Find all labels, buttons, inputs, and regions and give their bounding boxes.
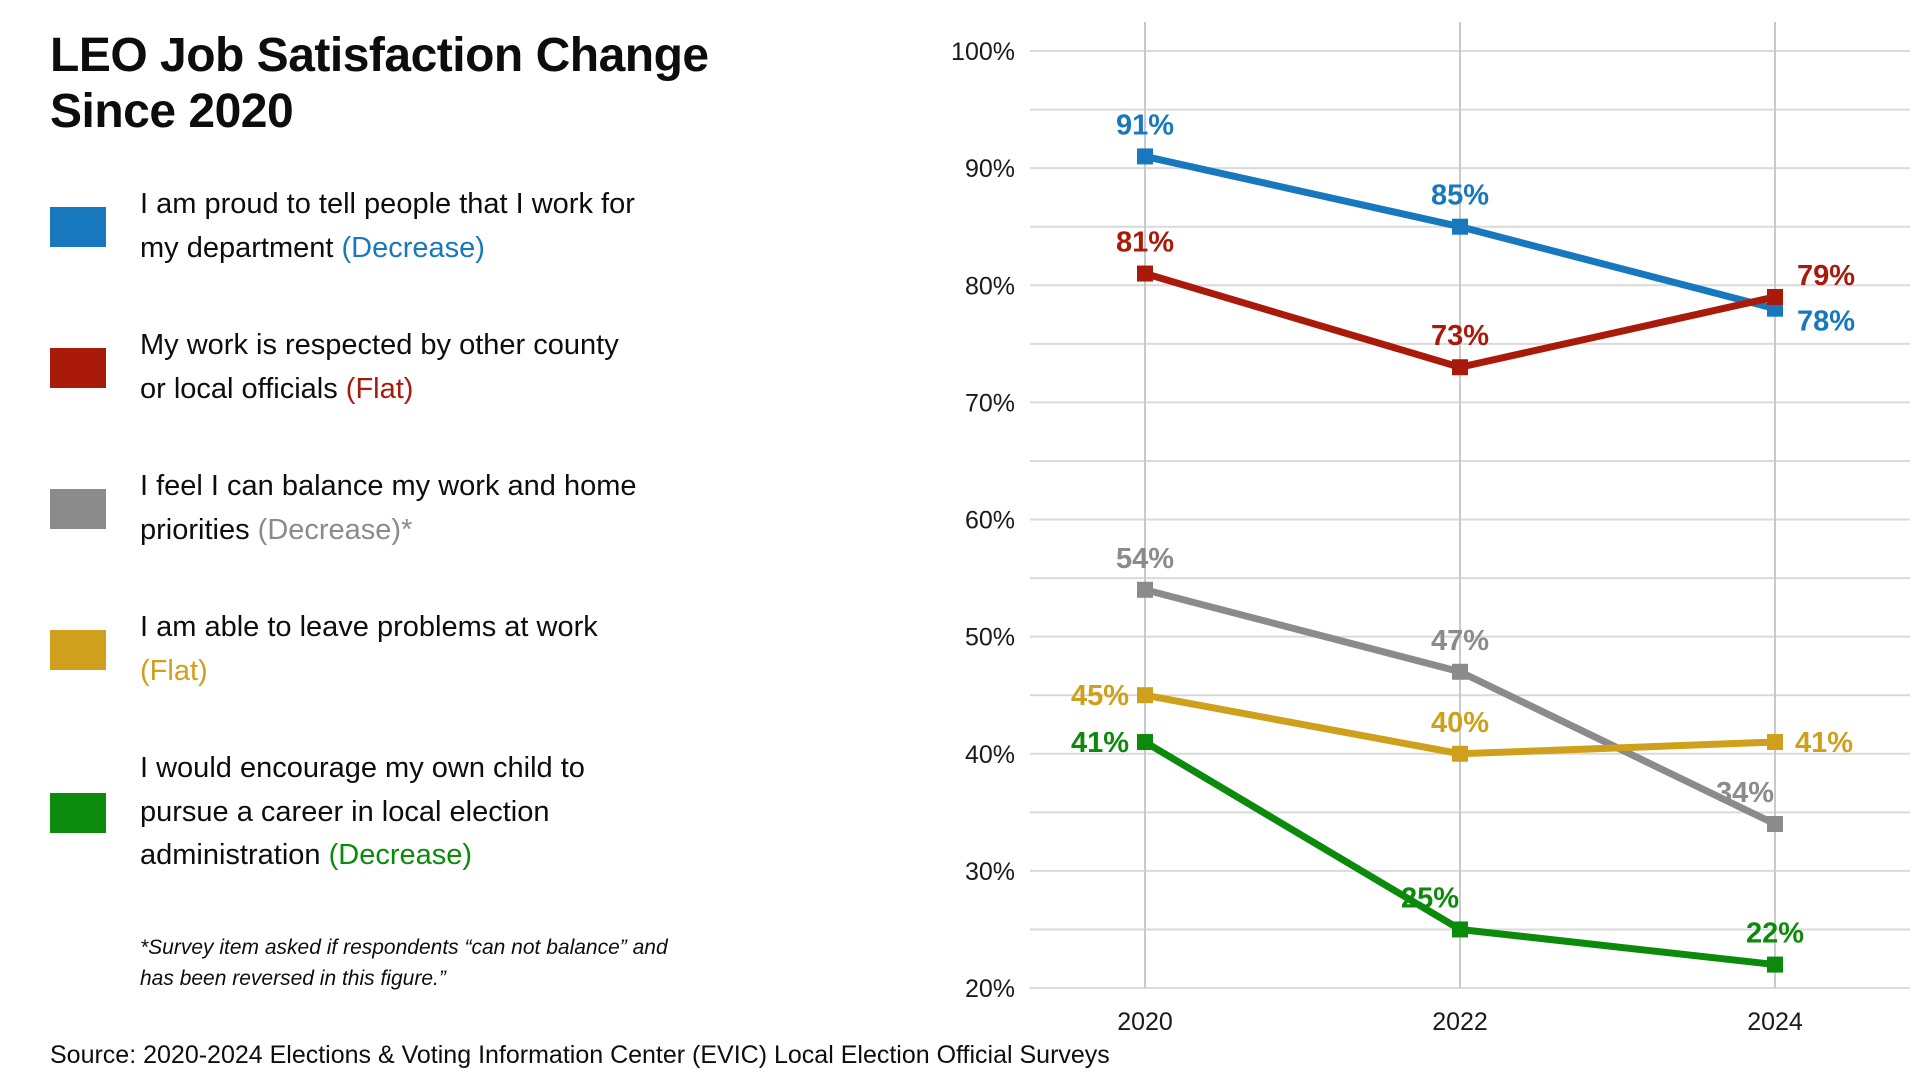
y-axis-tick-label: 80%	[965, 272, 1015, 300]
data-point-label: 22%	[1746, 918, 1804, 950]
legend-swatch-green	[50, 792, 106, 833]
data-point-label: 54%	[1116, 543, 1174, 575]
legend-label-text: My work is respected by other county or l…	[140, 329, 619, 405]
data-point-marker	[1767, 956, 1783, 973]
x-axis-tick-label: 2020	[1117, 1008, 1173, 1036]
page-title: LEO Job Satisfaction Change Since 2020	[50, 29, 709, 138]
data-point-marker	[1767, 816, 1783, 833]
y-axis-tick-label: 60%	[965, 507, 1015, 535]
legend-trend-text: (Decrease)	[328, 839, 473, 872]
x-axis-tick-label: 2024	[1747, 1008, 1803, 1036]
data-point-marker	[1137, 265, 1153, 282]
data-point-label: 81%	[1116, 227, 1174, 259]
data-point-marker	[1137, 734, 1153, 751]
data-point-marker	[1137, 581, 1153, 598]
legend-item-respected: My work is respected by other county or l…	[50, 324, 760, 411]
data-point-label: 91%	[1116, 109, 1174, 141]
legend-label-text: I am able to leave problems at work	[140, 611, 598, 644]
legend-trend-text: (Flat)	[345, 372, 414, 405]
legend-item-label: I feel I can balance my work and home pri…	[140, 465, 636, 552]
data-point-marker	[1452, 663, 1468, 680]
y-axis-tick-label: 50%	[965, 624, 1015, 652]
legend-item-leave-problems: I am able to leave problems at work (Flat…	[50, 606, 760, 693]
satisfaction-line-chart: 100% 90% 80% 70% 60% 50% 40% 30% 20% 2020 2022 2024…	[951, 22, 1910, 1036]
data-point-label: 41%	[1795, 727, 1853, 759]
data-point-marker	[1452, 359, 1468, 376]
y-axis-tick-label: 20%	[965, 975, 1015, 1003]
data-point-marker	[1452, 745, 1468, 762]
data-point-marker	[1767, 734, 1783, 751]
legend-item-balance: I feel I can balance my work and home pri…	[50, 465, 760, 552]
data-point-label: 79%	[1797, 260, 1855, 292]
x-axis-tick-label: 2022	[1432, 1008, 1488, 1036]
legend-item-label: I am proud to tell people that I work fo…	[140, 183, 635, 270]
legend-item-proud: I am proud to tell people that I work fo…	[50, 183, 760, 270]
data-point-marker	[1137, 148, 1153, 165]
legend-label-text: I feel I can balance my work and home pri…	[140, 470, 637, 546]
data-point-label: 25%	[1401, 882, 1459, 914]
data-point-label: 78%	[1797, 306, 1855, 338]
legend-item-label: I would encourage my own child to pursue …	[140, 747, 585, 878]
legend-label-text: I am proud to tell people that I work fo…	[140, 188, 635, 264]
y-axis-tick-label: 30%	[965, 858, 1015, 886]
data-point-marker	[1137, 687, 1153, 704]
legend-item-label: My work is respected by other county or l…	[140, 324, 619, 411]
y-axis-tick-label: 40%	[965, 741, 1015, 769]
chart-legend: I am proud to tell people that I work fo…	[50, 183, 760, 878]
data-point-label: 40%	[1431, 707, 1489, 739]
data-point-label: 47%	[1431, 625, 1489, 657]
y-axis-tick-label: 90%	[965, 155, 1015, 183]
info-panel: LEO Job Satisfaction Change Since 2020 I…	[50, 28, 760, 995]
data-point-label: 41%	[1071, 727, 1129, 759]
data-point-label: 45%	[1071, 680, 1129, 712]
legend-item-encourage-child: I would encourage my own child to pursue …	[50, 747, 760, 878]
source-note: Source: 2020-2024 Elections & Voting Inf…	[50, 1041, 1110, 1069]
survey-footnote: *Survey item asked if respondents “can n…	[140, 935, 668, 991]
legend-swatch-blue	[50, 206, 106, 247]
legend-trend-text: (Decrease)*	[257, 513, 413, 546]
data-point-label: 85%	[1431, 180, 1489, 212]
legend-swatch-gray	[50, 488, 106, 529]
data-point-marker	[1767, 288, 1783, 305]
legend-item-label: I am able to leave problems at work (Flat…	[140, 606, 598, 693]
data-point-marker	[1452, 921, 1468, 938]
legend-swatch-red	[50, 347, 106, 388]
legend-trend-text: (Flat)	[140, 654, 208, 687]
data-point-marker	[1452, 218, 1468, 235]
y-axis-tick-label: 100%	[951, 38, 1015, 66]
data-point-label: 73%	[1431, 320, 1489, 352]
legend-trend-text: (Decrease)	[341, 231, 485, 264]
data-point-label: 34%	[1716, 777, 1774, 809]
legend-label-text: I would encourage my own child to pursue …	[140, 752, 585, 872]
chart-area: 100% 90% 80% 70% 60% 50% 40% 30% 20% 2020 2022 2024…	[930, 0, 1920, 1080]
y-axis-tick-label: 70%	[965, 389, 1015, 417]
legend-swatch-gold	[50, 629, 106, 670]
